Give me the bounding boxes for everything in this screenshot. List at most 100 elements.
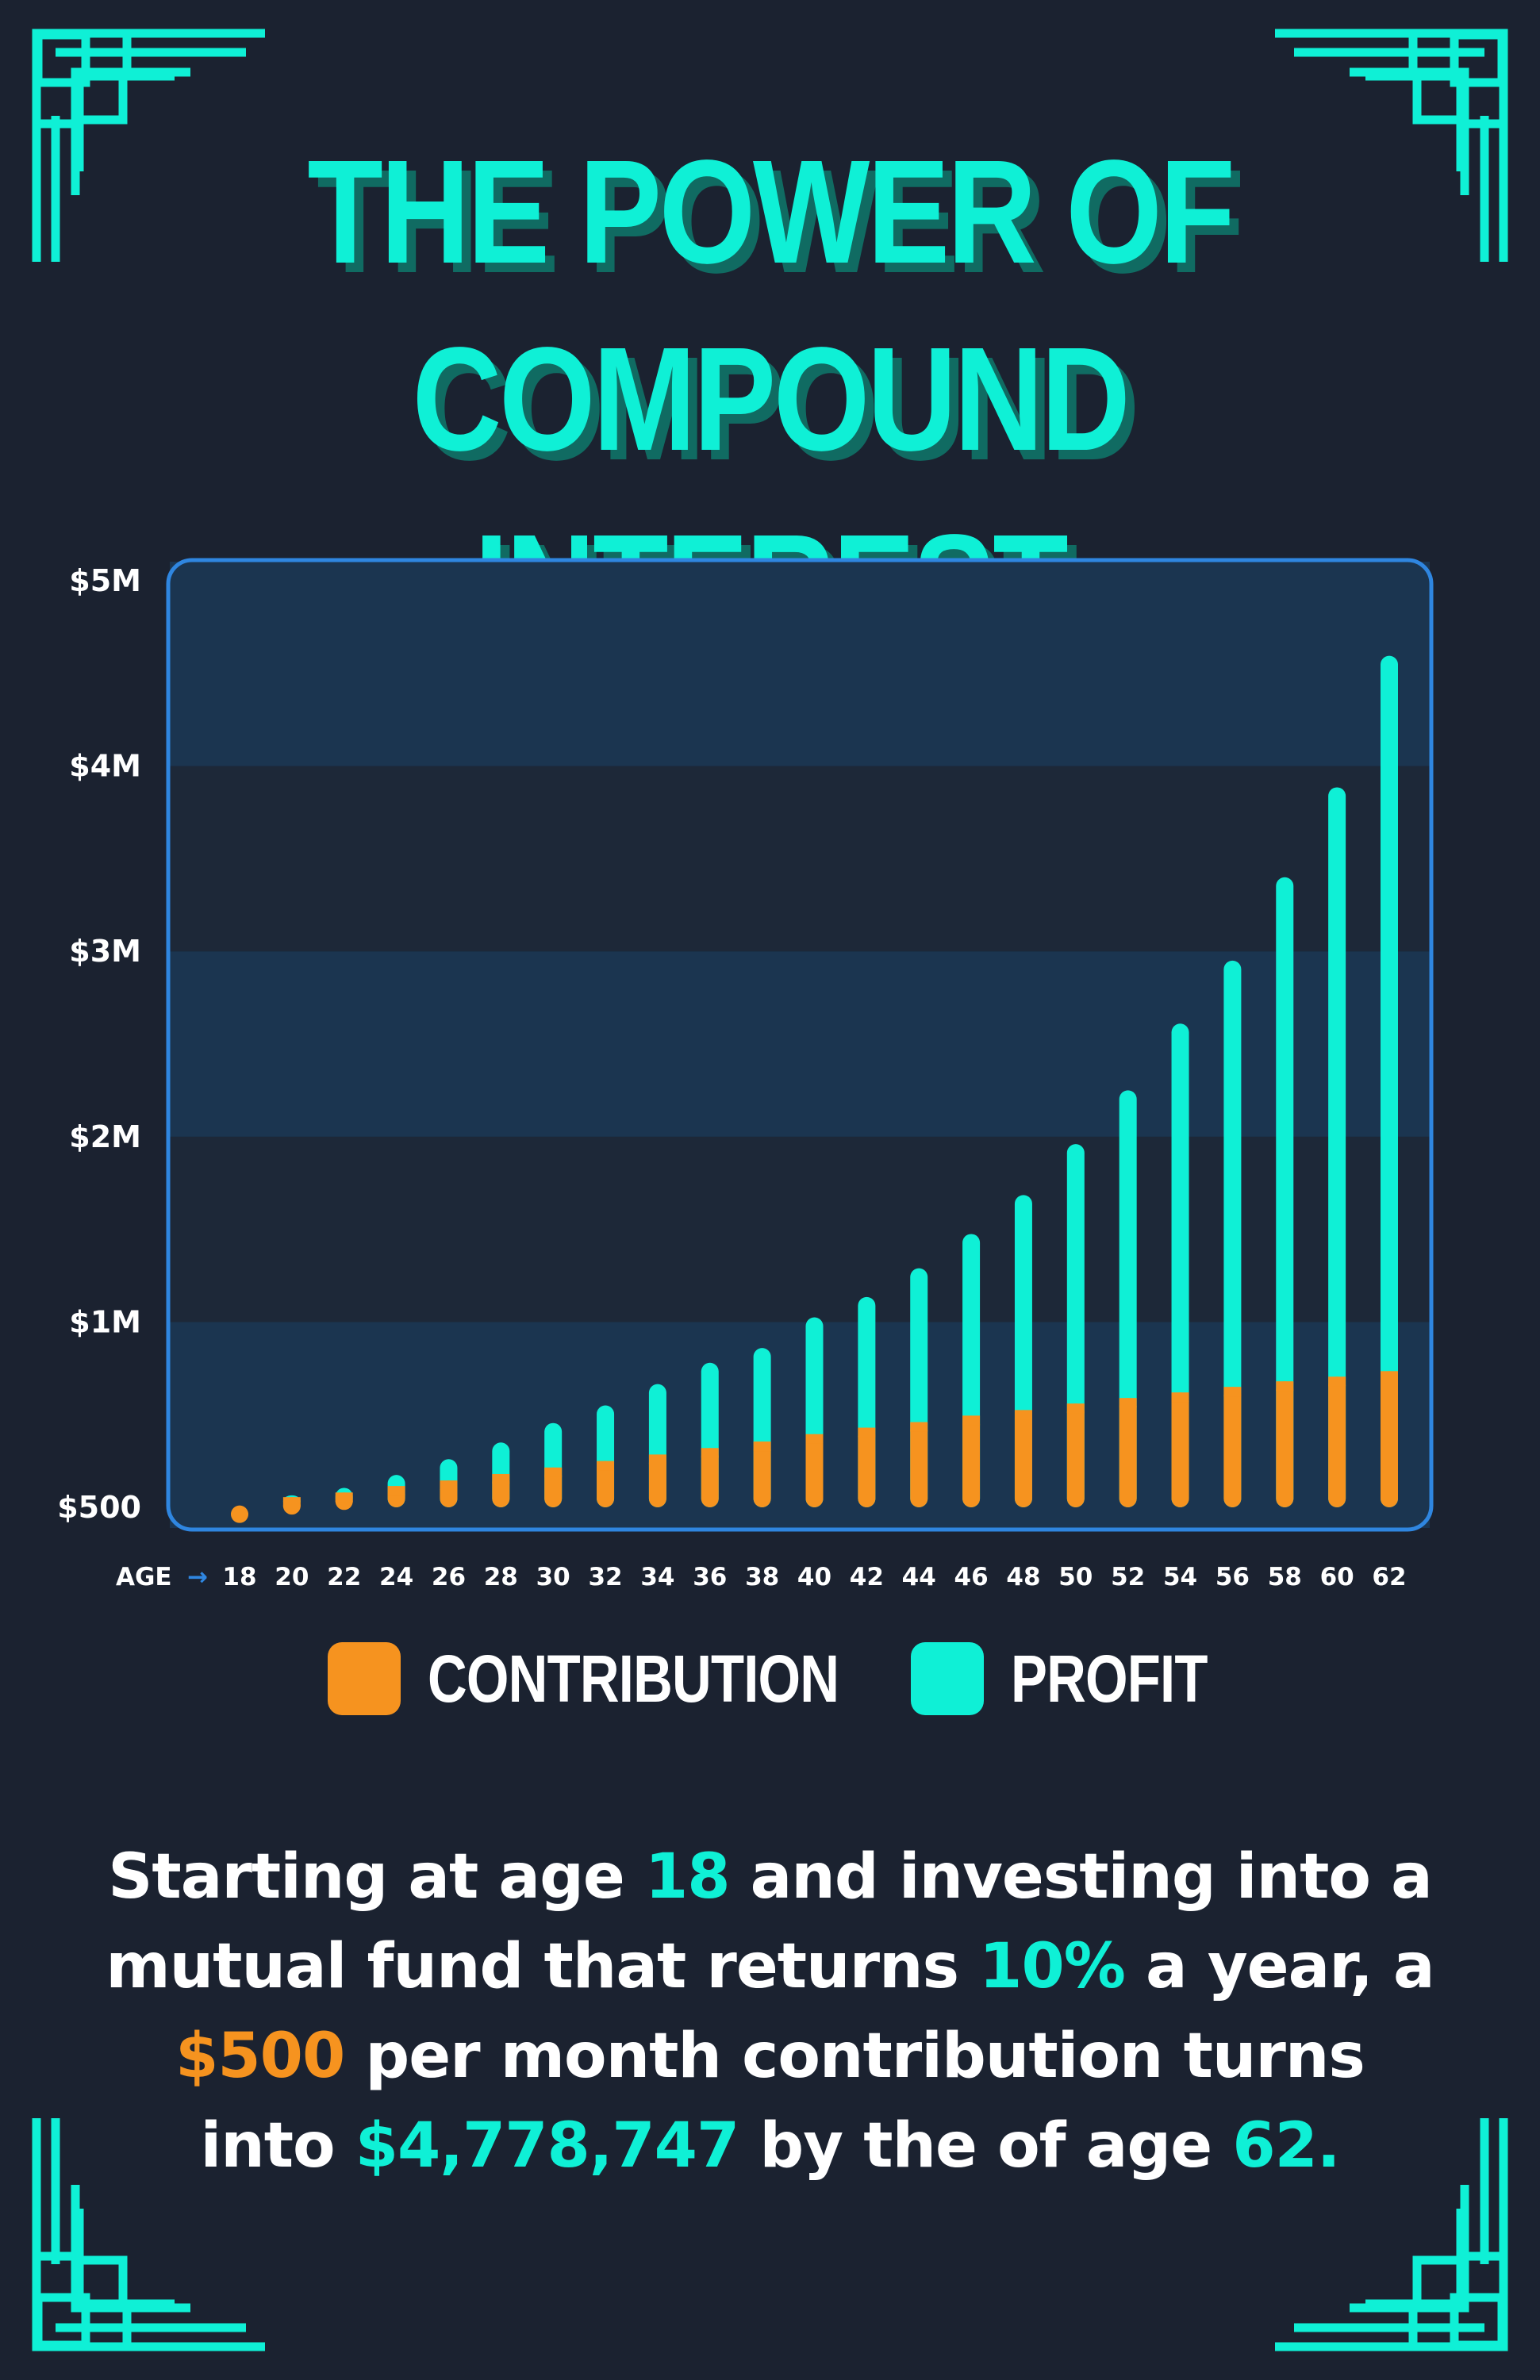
- bar-contribution-cap: [648, 1454, 666, 1464]
- x-tick-label: 62: [1372, 1563, 1406, 1591]
- bar-contribution: [753, 1441, 771, 1507]
- bar-contribution-cap: [962, 1415, 981, 1426]
- bar-age-56: [1223, 960, 1242, 1507]
- bar-contribution-cap: [492, 1473, 510, 1484]
- y-tick-label: $1M: [69, 1304, 141, 1339]
- grid-band: [170, 1322, 1430, 1528]
- x-tick-label: 60: [1320, 1563, 1354, 1591]
- corner-ornament-bottom-left: [32, 2118, 265, 2351]
- x-tick-label: 52: [1111, 1563, 1145, 1591]
- bar-contribution: [231, 1505, 248, 1523]
- bar-contribution: [1276, 1381, 1294, 1507]
- legend-label-profit: PROFIT: [1011, 1641, 1208, 1716]
- bar-contribution-cap: [701, 1448, 719, 1458]
- bar-profit: [1328, 787, 1346, 1507]
- bar-contribution: [1381, 1371, 1398, 1507]
- bar-age-58: [1276, 877, 1294, 1507]
- bar-contribution: [1171, 1392, 1189, 1507]
- legend-profit: PROFIT: [911, 1641, 1250, 1717]
- bar-contribution-cap: [753, 1441, 771, 1452]
- x-tick-label: 36: [693, 1563, 727, 1591]
- legend-swatch-contribution: [328, 1642, 401, 1715]
- x-tick-label: 48: [1006, 1563, 1040, 1591]
- monthly-amount-highlight: $500: [175, 2021, 345, 2092]
- bar-age-30: [544, 1422, 563, 1507]
- bar-age-26: [440, 1459, 458, 1507]
- bar-age-38: [753, 1348, 771, 1507]
- bar-contribution-cap: [1014, 1410, 1032, 1420]
- chart-frame: [166, 558, 1434, 1532]
- bar-contribution-cap: [1328, 1376, 1346, 1387]
- bar-contribution: [1119, 1398, 1137, 1507]
- bar-age-48: [1014, 1195, 1032, 1507]
- bar-contribution: [1066, 1403, 1085, 1507]
- x-tick-label: 34: [640, 1563, 674, 1591]
- bar-age-32: [597, 1405, 615, 1507]
- x-tick-label: 46: [954, 1563, 989, 1591]
- bar-contribution: [1328, 1376, 1346, 1507]
- start-age-highlight: 18: [644, 1841, 731, 1913]
- x-tick-label: 18: [222, 1563, 256, 1591]
- corner-ornament-top-right: [1275, 29, 1508, 262]
- legend-label-contribution: CONTRIBUTION: [428, 1641, 839, 1716]
- caption-line-3: $500 per month contribution turns: [175, 2021, 1365, 2092]
- bar-contribution-cap: [1276, 1381, 1294, 1392]
- bar-contribution-cap: [805, 1434, 824, 1444]
- bar-contribution-cap: [858, 1427, 876, 1438]
- x-tick-label: 32: [588, 1563, 622, 1591]
- x-tick-label: 54: [1163, 1563, 1197, 1591]
- y-tick-label: $2M: [69, 1119, 141, 1154]
- bar-contribution-cap: [1066, 1403, 1085, 1414]
- bar-age-60: [1328, 787, 1346, 1507]
- bar-contribution-cap: [1171, 1392, 1189, 1403]
- bar-contribution-cap: [597, 1461, 615, 1471]
- bar-contribution: [701, 1448, 719, 1507]
- compound-interest-chart: $500 $1M $2M $3M $4M $5M AGE → 18 20 22 24 26 28 30 32…: [57, 558, 1434, 1591]
- grid-band: [170, 951, 1430, 1137]
- bar-age-46: [962, 1234, 981, 1507]
- bar-contribution: [962, 1415, 981, 1507]
- grid-band: [170, 562, 1430, 766]
- x-tick-label: 50: [1058, 1563, 1093, 1591]
- x-tick-label: 38: [745, 1563, 779, 1591]
- legend-swatch-profit: [911, 1642, 984, 1715]
- x-tick-label: 20: [275, 1563, 309, 1591]
- x-tick-label: 42: [850, 1563, 884, 1591]
- bar-contribution-cap: [910, 1422, 928, 1432]
- bar-contribution-cap: [1223, 1387, 1242, 1397]
- x-tick-label: 26: [432, 1563, 466, 1591]
- bar-contribution: [858, 1427, 876, 1507]
- x-tick-label: 56: [1215, 1563, 1250, 1591]
- legend-contribution: CONTRIBUTION: [328, 1641, 929, 1717]
- end-age-highlight: 62.: [1232, 2110, 1340, 2182]
- return-rate-highlight: 10%: [979, 1931, 1126, 2002]
- bar-profit: [1171, 1023, 1189, 1507]
- bar-profit: [1381, 655, 1398, 1507]
- grid-band: [170, 766, 1430, 952]
- bar-contribution-cap: [440, 1480, 458, 1491]
- y-tick-label: $3M: [69, 934, 141, 969]
- corner-ornament-bottom-right: [1275, 2118, 1508, 2351]
- bar-age-22: [335, 1488, 353, 1511]
- bar-contribution: [648, 1454, 666, 1507]
- bar-contribution-cap: [335, 1492, 353, 1503]
- bar-age-20: [282, 1495, 301, 1515]
- bar-contribution-cap: [1381, 1371, 1398, 1381]
- bar-contribution: [910, 1422, 928, 1507]
- total-amount-highlight: $4,778,747: [355, 2110, 739, 2182]
- caption-line-1: Starting at age 18 and investing into a: [108, 1841, 1432, 1913]
- grid-band: [170, 1136, 1430, 1322]
- bar-contribution-cap: [544, 1467, 563, 1477]
- bar-age-18: [231, 1505, 248, 1523]
- bar-contribution: [544, 1467, 563, 1507]
- bar-contribution: [597, 1461, 615, 1507]
- bar-age-44: [910, 1268, 928, 1507]
- bar-age-24: [387, 1475, 405, 1507]
- bar-age-50: [1066, 1144, 1085, 1507]
- x-tick-label: 44: [902, 1563, 936, 1591]
- bar-age-28: [492, 1442, 510, 1507]
- x-axis-label: AGE: [116, 1563, 172, 1591]
- caption: Starting at age 18 and investing into a …: [0, 1833, 1540, 2191]
- y-tick-label: $500: [57, 1490, 141, 1525]
- bar-contribution-cap: [1119, 1398, 1137, 1408]
